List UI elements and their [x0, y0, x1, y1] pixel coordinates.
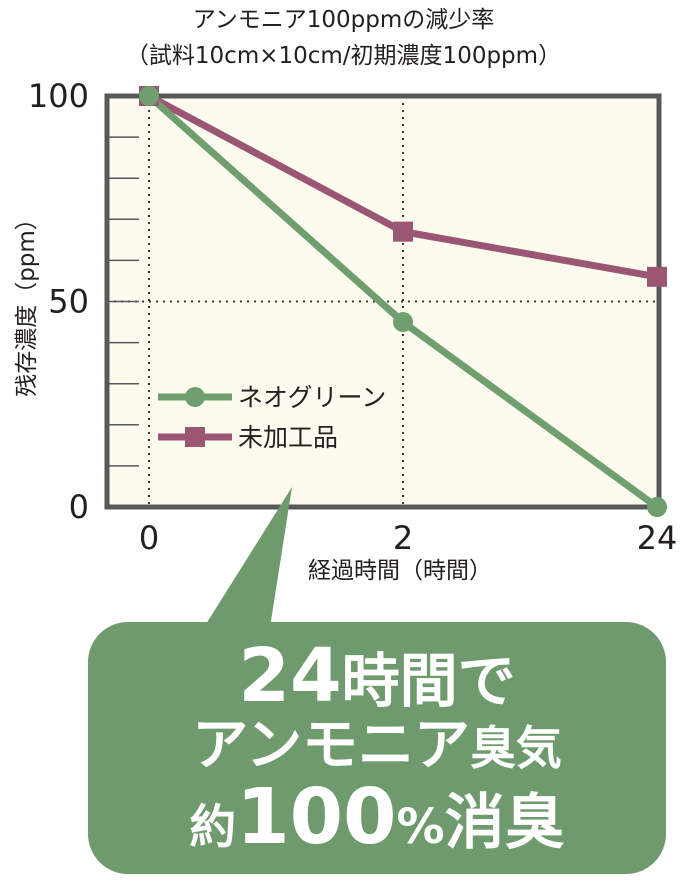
tick-labels: 0 2 24 100 50 0: [28, 77, 677, 557]
marker-layer: [139, 86, 667, 517]
data-point-1-1: [393, 221, 413, 242]
callout-box: [88, 622, 666, 874]
y-tick-label: 100: [28, 77, 89, 115]
legend-label-0: ネオグリーン: [238, 383, 386, 412]
x-tick-label: 0: [139, 519, 159, 557]
callout-hours-text: 時間で: [341, 647, 516, 716]
grid-lines: [107, 96, 659, 507]
data-point-1-2: [647, 266, 667, 287]
plot-frame: [104, 93, 662, 510]
data-point-0-2: [647, 497, 667, 517]
legend-marker-1: [185, 427, 205, 447]
y-minor-ticks: [107, 136, 139, 467]
callout-pointer: [196, 487, 292, 640]
callout-approx-text: 約: [189, 800, 237, 855]
x-axis-label: 経過時間（時間）: [308, 558, 492, 584]
callout-deodorize-text: 消臭: [444, 787, 565, 858]
callout-line-3: 約100%消臭: [189, 776, 565, 860]
legend-marker-0: [185, 387, 205, 407]
callout-percent-sign: %: [396, 798, 445, 855]
data-point-0-0: [139, 86, 159, 106]
data-point-0-1: [393, 312, 413, 333]
callout-percent-number: 100: [236, 772, 397, 862]
legend-label-1: 未加工品: [238, 423, 338, 452]
y-tick-label: 0: [69, 488, 89, 526]
y-axis-label: 残存濃度（ppm）: [14, 207, 40, 397]
x-tick-label: 2: [393, 519, 413, 557]
callout-ammonia-text: アンモニア: [192, 713, 470, 779]
callout: 24時間で アンモニア臭気 約100%消臭: [88, 622, 666, 874]
x-tick-label: 24: [637, 519, 678, 557]
callout-line-2: アンモニア臭気: [192, 716, 562, 776]
y-tick-label: 50: [48, 283, 89, 321]
chart-subtitle: （試料10cm×10cm/初期濃度100ppm）: [125, 43, 562, 69]
callout-hours-number: 24: [238, 632, 342, 720]
chart-title: アンモニア100ppmの減少率: [192, 7, 495, 33]
callout-odor-text: 臭気: [469, 721, 562, 776]
callout-line-1: 24時間で: [238, 636, 515, 716]
